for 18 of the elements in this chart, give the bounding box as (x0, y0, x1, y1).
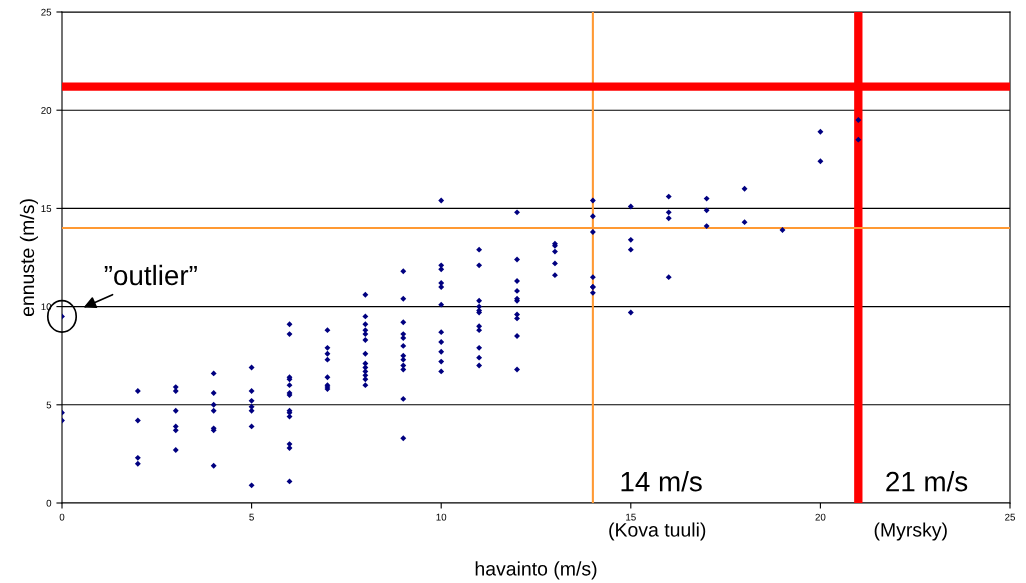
text: (Kova tuuli) (609, 522, 706, 541)
ref-line-label: 21 m/s (886, 471, 968, 492)
x-tick-label: 5 (249, 513, 254, 521)
x-axis-title: havainto (m/s) (475, 561, 597, 580)
x-tick-label: 25 (1005, 513, 1015, 521)
x-tick-label: 10 (436, 513, 447, 521)
x-tick-label: 20 (815, 513, 826, 521)
x-tick-label: 15 (626, 513, 636, 521)
annotation: ”outlier” (104, 264, 197, 286)
ref-line-label: 14 m/s (621, 471, 702, 492)
y-tick-label: 25 (41, 8, 52, 16)
y-tick-label: 5 (46, 401, 52, 409)
y-axis-title: ennuste (m/s) (19, 199, 38, 317)
y-tick-label: 15 (41, 205, 52, 213)
y-tick-label: 0 (46, 499, 52, 507)
text: (Myrsky) (874, 522, 947, 541)
y-tick-label: 20 (41, 106, 52, 114)
x-tick-label: 0 (59, 513, 65, 521)
